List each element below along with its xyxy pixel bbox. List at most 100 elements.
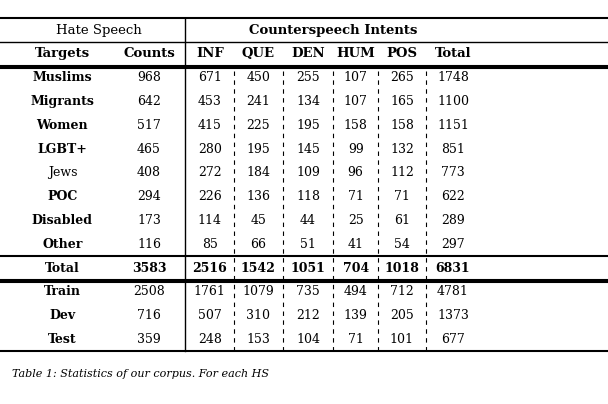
- Text: 310: 310: [246, 309, 271, 322]
- Text: 71: 71: [348, 190, 364, 203]
- Text: 226: 226: [198, 190, 222, 203]
- Text: 71: 71: [394, 190, 410, 203]
- Text: 1373: 1373: [437, 309, 469, 322]
- Text: 101: 101: [390, 333, 414, 346]
- Text: Counterspeech Intents: Counterspeech Intents: [249, 23, 417, 37]
- Text: Women: Women: [36, 119, 88, 132]
- Text: 1151: 1151: [437, 119, 469, 132]
- Text: 54: 54: [394, 238, 410, 251]
- Text: 677: 677: [441, 333, 465, 346]
- Text: 248: 248: [198, 333, 222, 346]
- Text: 195: 195: [246, 143, 271, 156]
- Text: 104: 104: [296, 333, 320, 346]
- Text: 773: 773: [441, 166, 465, 179]
- Text: INF: INF: [196, 47, 224, 60]
- Text: Muslims: Muslims: [32, 71, 92, 84]
- Text: 255: 255: [296, 71, 320, 84]
- Text: 6831: 6831: [436, 262, 470, 275]
- Text: 184: 184: [246, 166, 271, 179]
- Text: 158: 158: [344, 119, 368, 132]
- Text: 112: 112: [390, 166, 414, 179]
- Text: 114: 114: [198, 214, 222, 227]
- Text: 85: 85: [202, 238, 218, 251]
- Text: 107: 107: [344, 95, 368, 108]
- Text: Dev: Dev: [49, 309, 75, 322]
- Text: 116: 116: [137, 238, 161, 251]
- Text: 44: 44: [300, 214, 316, 227]
- Text: 671: 671: [198, 71, 222, 84]
- Text: POS: POS: [387, 47, 417, 60]
- Text: 272: 272: [198, 166, 221, 179]
- Text: 136: 136: [246, 190, 271, 203]
- Text: 704: 704: [342, 262, 369, 275]
- Text: 25: 25: [348, 214, 364, 227]
- Text: 195: 195: [296, 119, 320, 132]
- Text: 294: 294: [137, 190, 161, 203]
- Text: 109: 109: [296, 166, 320, 179]
- Text: 1761: 1761: [194, 286, 226, 299]
- Text: 851: 851: [441, 143, 465, 156]
- Text: 118: 118: [296, 190, 320, 203]
- Text: Disabled: Disabled: [32, 214, 93, 227]
- Text: LGBT+: LGBT+: [37, 143, 88, 156]
- Text: POC: POC: [47, 190, 77, 203]
- Text: Counts: Counts: [123, 47, 175, 60]
- Text: 408: 408: [137, 166, 161, 179]
- Text: 2508: 2508: [133, 286, 165, 299]
- Text: Total: Total: [45, 262, 80, 275]
- Text: 145: 145: [296, 143, 320, 156]
- Text: 642: 642: [137, 95, 161, 108]
- Text: 450: 450: [246, 71, 271, 84]
- Text: 712: 712: [390, 286, 414, 299]
- Text: 1018: 1018: [384, 262, 420, 275]
- Text: 153: 153: [246, 333, 271, 346]
- Text: 289: 289: [441, 214, 465, 227]
- Text: 735: 735: [296, 286, 320, 299]
- Text: 61: 61: [394, 214, 410, 227]
- Text: 212: 212: [296, 309, 320, 322]
- Text: 494: 494: [344, 286, 368, 299]
- Text: 1748: 1748: [437, 71, 469, 84]
- Text: 173: 173: [137, 214, 161, 227]
- Text: 415: 415: [198, 119, 222, 132]
- Text: 265: 265: [390, 71, 414, 84]
- Text: Other: Other: [42, 238, 83, 251]
- Text: HUM: HUM: [336, 47, 375, 60]
- Text: Hate Speech: Hate Speech: [56, 23, 142, 37]
- Text: 1542: 1542: [241, 262, 276, 275]
- Text: Jews: Jews: [47, 166, 77, 179]
- Text: 465: 465: [137, 143, 161, 156]
- Text: 716: 716: [137, 309, 161, 322]
- Text: 2516: 2516: [192, 262, 227, 275]
- Text: 134: 134: [296, 95, 320, 108]
- Text: Total: Total: [435, 47, 471, 60]
- Text: 297: 297: [441, 238, 465, 251]
- Text: 968: 968: [137, 71, 161, 84]
- Text: Train: Train: [44, 286, 81, 299]
- Text: 96: 96: [348, 166, 364, 179]
- Text: 359: 359: [137, 333, 161, 346]
- Text: 165: 165: [390, 95, 414, 108]
- Text: Migrants: Migrants: [30, 95, 94, 108]
- Text: 3583: 3583: [132, 262, 166, 275]
- Text: 1079: 1079: [243, 286, 274, 299]
- Text: 66: 66: [250, 238, 266, 251]
- Text: 41: 41: [348, 238, 364, 251]
- Text: 1051: 1051: [291, 262, 325, 275]
- Text: 225: 225: [247, 119, 270, 132]
- Text: 139: 139: [344, 309, 368, 322]
- Text: 107: 107: [344, 71, 368, 84]
- Text: Targets: Targets: [35, 47, 90, 60]
- Text: 507: 507: [198, 309, 222, 322]
- Text: 205: 205: [390, 309, 414, 322]
- Text: 241: 241: [246, 95, 271, 108]
- Text: 4781: 4781: [437, 286, 469, 299]
- Text: 1100: 1100: [437, 95, 469, 108]
- Text: 453: 453: [198, 95, 222, 108]
- Text: 132: 132: [390, 143, 414, 156]
- Text: Table 1: Statistics of our corpus. For each HS: Table 1: Statistics of our corpus. For e…: [12, 369, 269, 379]
- Text: 622: 622: [441, 190, 465, 203]
- Text: 99: 99: [348, 143, 364, 156]
- Text: Test: Test: [48, 333, 77, 346]
- Text: 45: 45: [250, 214, 266, 227]
